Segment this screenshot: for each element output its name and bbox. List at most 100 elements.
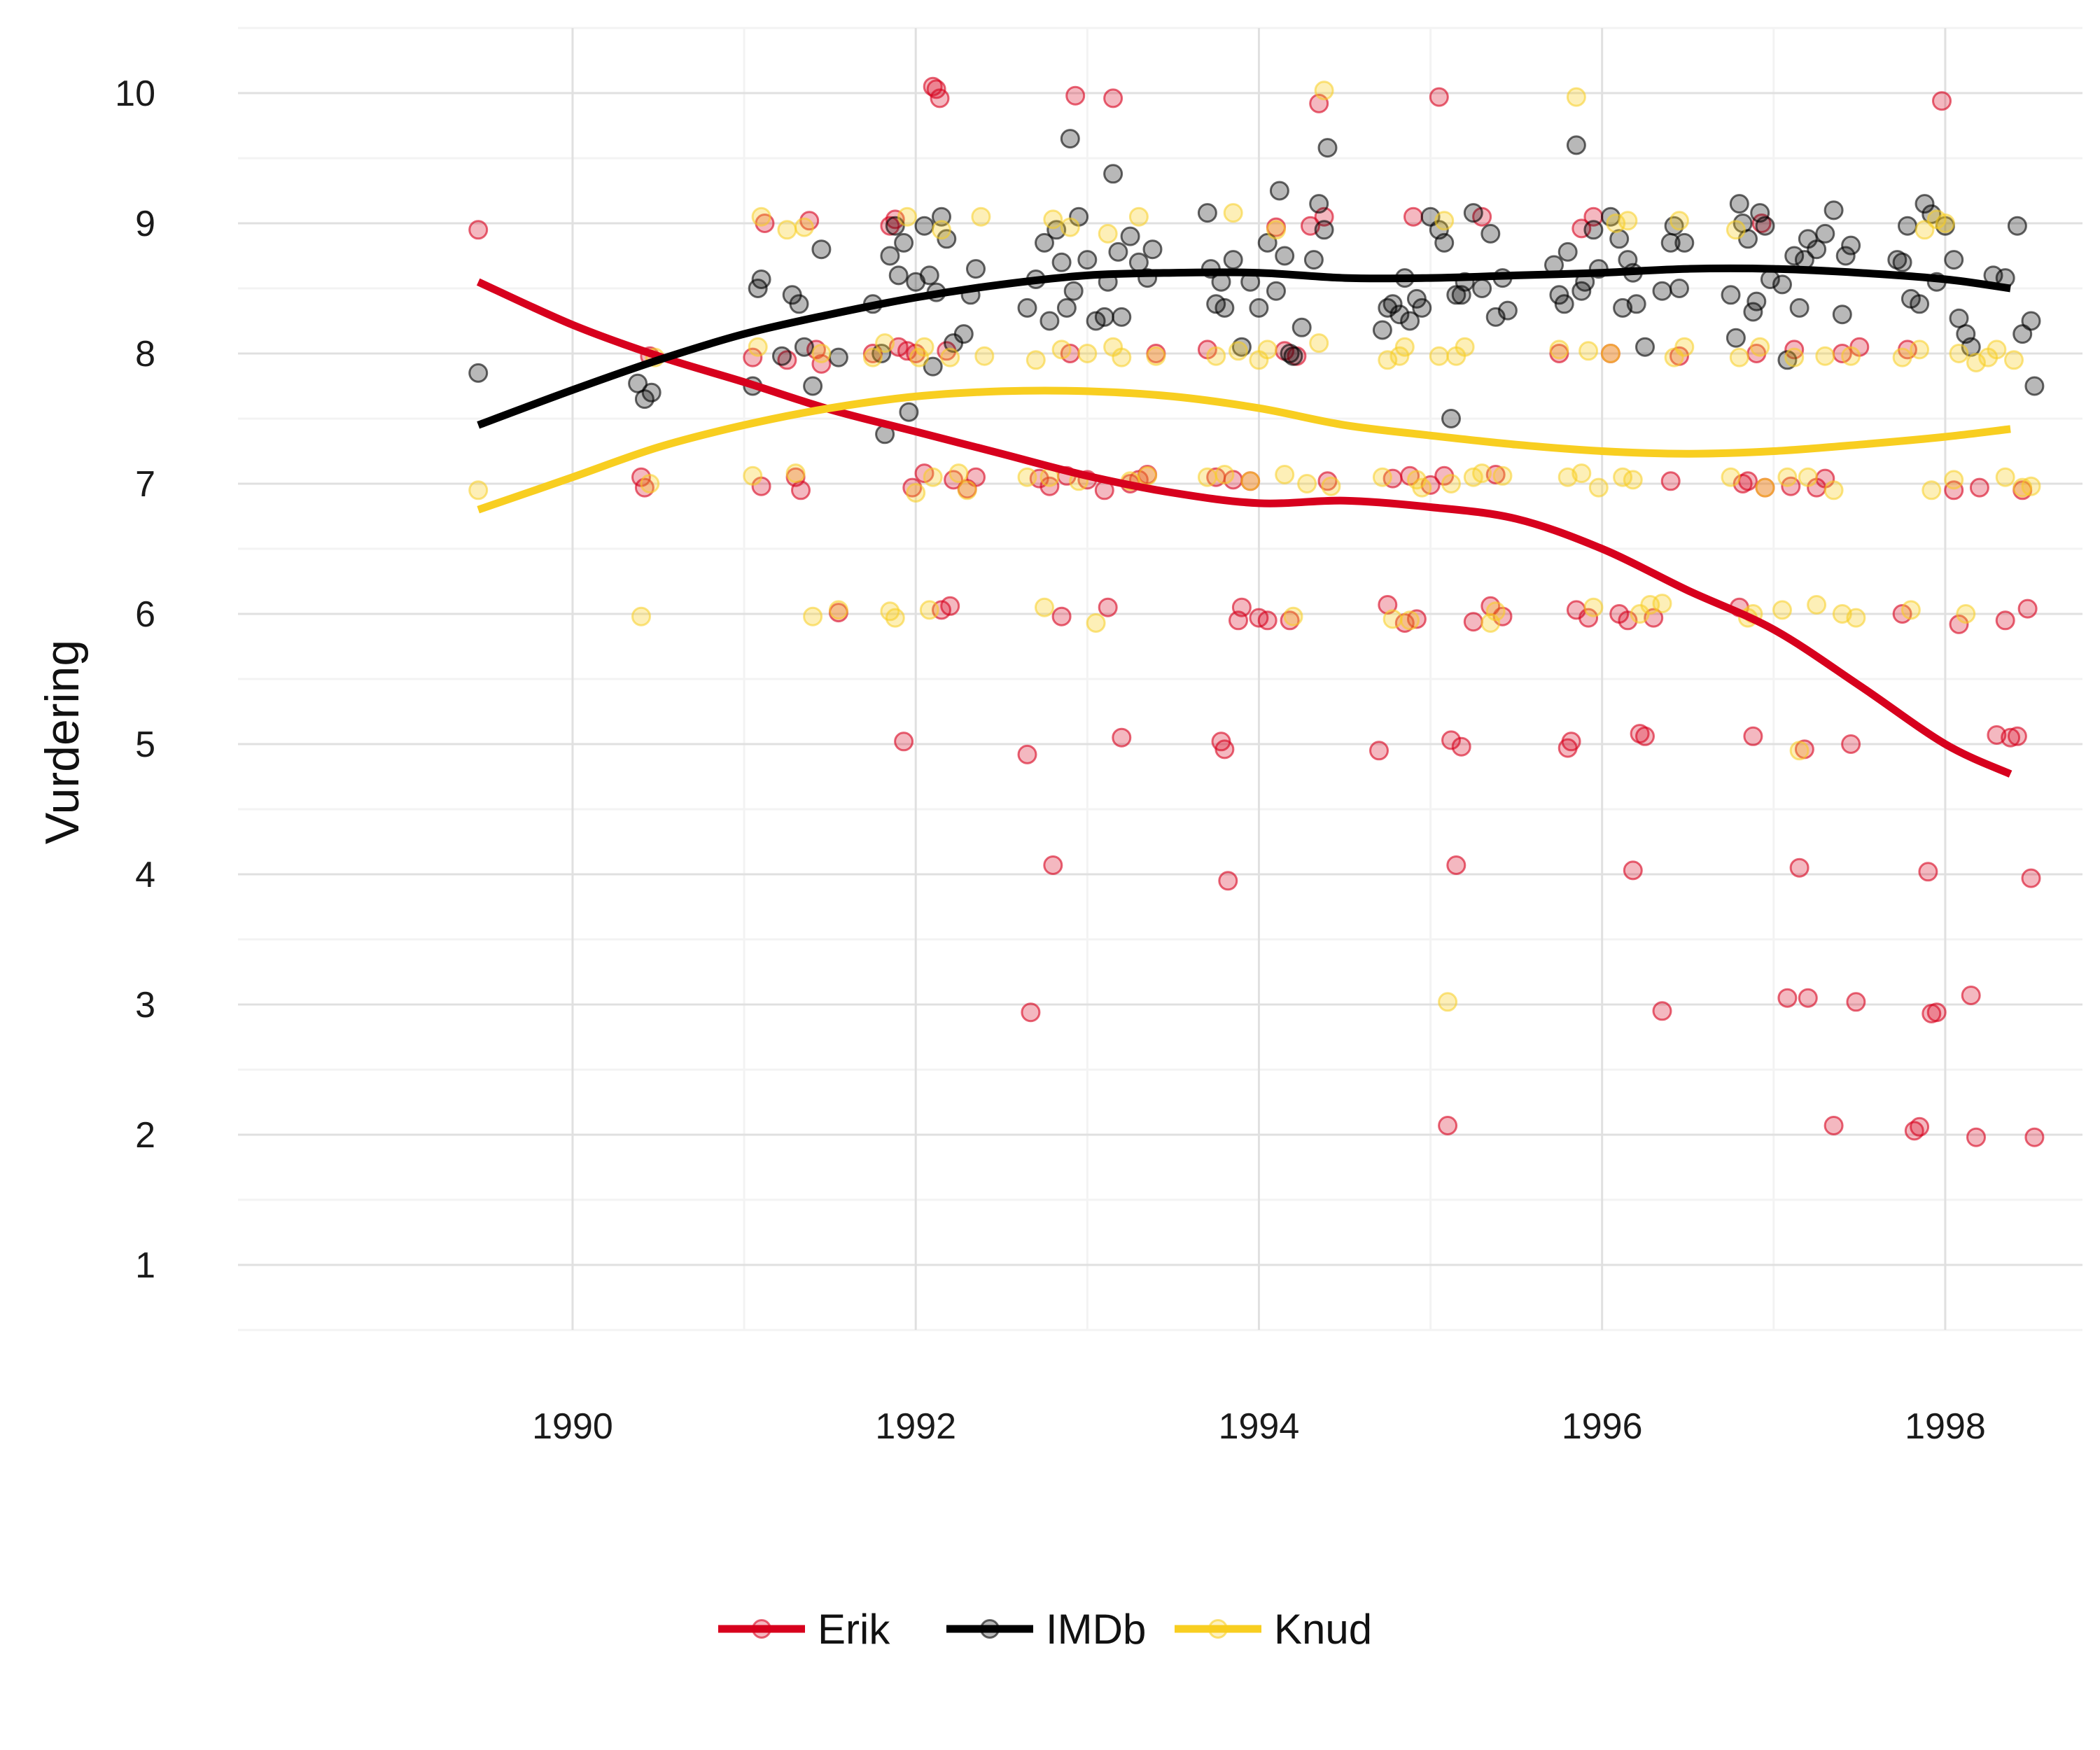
legend-item-erik: Erik [718,1606,890,1653]
point-erik [2017,598,2038,619]
point-knud [1900,600,1921,620]
point-erik [1578,608,1599,628]
point-knud [909,347,930,368]
point-knud [1378,350,1398,370]
trend-lines [476,264,2012,778]
point-imdb [1390,304,1410,325]
point-imdb [1223,250,1243,270]
y-axis-ticks: 1 2 3 4 5 6 7 8 9 10 [115,74,155,1286]
point-erik [930,88,950,108]
point-imdb [1815,223,1835,244]
point-knud [1434,211,1455,231]
point-knud [1438,992,1458,1012]
point-imdb [1892,252,1912,272]
point-imdb [1040,311,1060,331]
grid [238,27,2082,1331]
point-imdb [1835,246,1856,266]
point-knud [1755,477,1775,498]
point-erik [1429,87,1449,107]
point-knud [1798,467,1818,487]
point-erik [1485,465,1506,484]
point-knud [1257,340,1278,360]
point-imdb [1635,337,1655,357]
point-knud [1400,610,1420,631]
point-knud [1086,613,1106,633]
point-knud [1485,601,1506,622]
point-imdb [1434,232,1455,253]
point-imdb [1789,298,1809,318]
point-knud [974,346,995,366]
point-knud [1017,467,1037,487]
point-imdb [1077,250,1098,270]
point-imdb [1554,294,1574,314]
trend-line-erik [476,278,2012,778]
point-knud [1197,467,1217,487]
point-erik [2007,726,2027,746]
point-imdb [1910,294,1930,314]
point-imdb [1784,246,1805,266]
point-imdb [2024,376,2045,396]
point-imdb [966,259,986,279]
point-knud [1441,474,1461,493]
point-erik [1961,986,1981,1005]
point-imdb [1726,328,1746,348]
point-erik [1438,1116,1458,1135]
point-erik [1378,595,1398,615]
point-erik [1798,988,1818,1008]
point-knud [794,217,814,237]
point-imdb [1898,216,1917,236]
point-knud [1077,344,1098,363]
point-erik [1932,91,1952,111]
point-imdb [1670,279,1689,298]
point-knud [1480,613,1501,633]
point-knud [1578,341,1599,361]
point-imdb [953,324,974,344]
point-imdb [1317,138,1338,158]
point-knud [1214,465,1235,484]
point-imdb [1652,281,1672,301]
point-erik [940,596,960,616]
point-imdb [1944,250,1964,270]
point-knud [828,600,848,620]
point-imdb [1472,279,1492,298]
point-erik [1926,1002,1947,1023]
y-tick-label: 3 [135,985,155,1026]
point-erik [2001,727,2021,748]
point-erik [1441,730,1461,750]
point-knud [1051,340,1072,360]
point-knud [1472,463,1492,484]
point-knud [1309,333,1329,354]
point-imdb [1283,346,1303,366]
point-erik [1065,85,1086,106]
point-imdb [1823,200,1844,220]
point-knud [1815,346,1835,366]
point-knud [1772,600,1792,620]
point-imdb [1549,285,1569,305]
point-knud [640,474,660,493]
point-knud [1789,741,1809,761]
point-erik [1257,610,1278,631]
point-erik [1017,744,1037,764]
point-knud [1223,203,1243,223]
x-tick-label: 1998 [1905,1406,1986,1447]
point-erik [1404,206,1423,227]
y-tick-label: 9 [135,204,155,244]
point-knud [1429,346,1449,366]
point-knud [1206,346,1226,366]
legend-key-point [1208,1619,1228,1639]
point-knud [1784,347,1805,368]
point-knud [1910,340,1930,360]
point-knud [743,465,763,486]
point-knud [2021,476,2041,496]
point-imdb [1441,409,1461,428]
point-knud [1726,220,1746,240]
y-tick-label: 5 [135,724,155,765]
point-imdb [1314,220,1334,240]
point-imdb [1051,252,1072,272]
x-tick-label: 1990 [532,1406,613,1447]
point-imdb [794,337,814,357]
point-knud [1618,211,1638,231]
point-erik [1098,597,1118,617]
point-erik [1823,1116,1844,1135]
